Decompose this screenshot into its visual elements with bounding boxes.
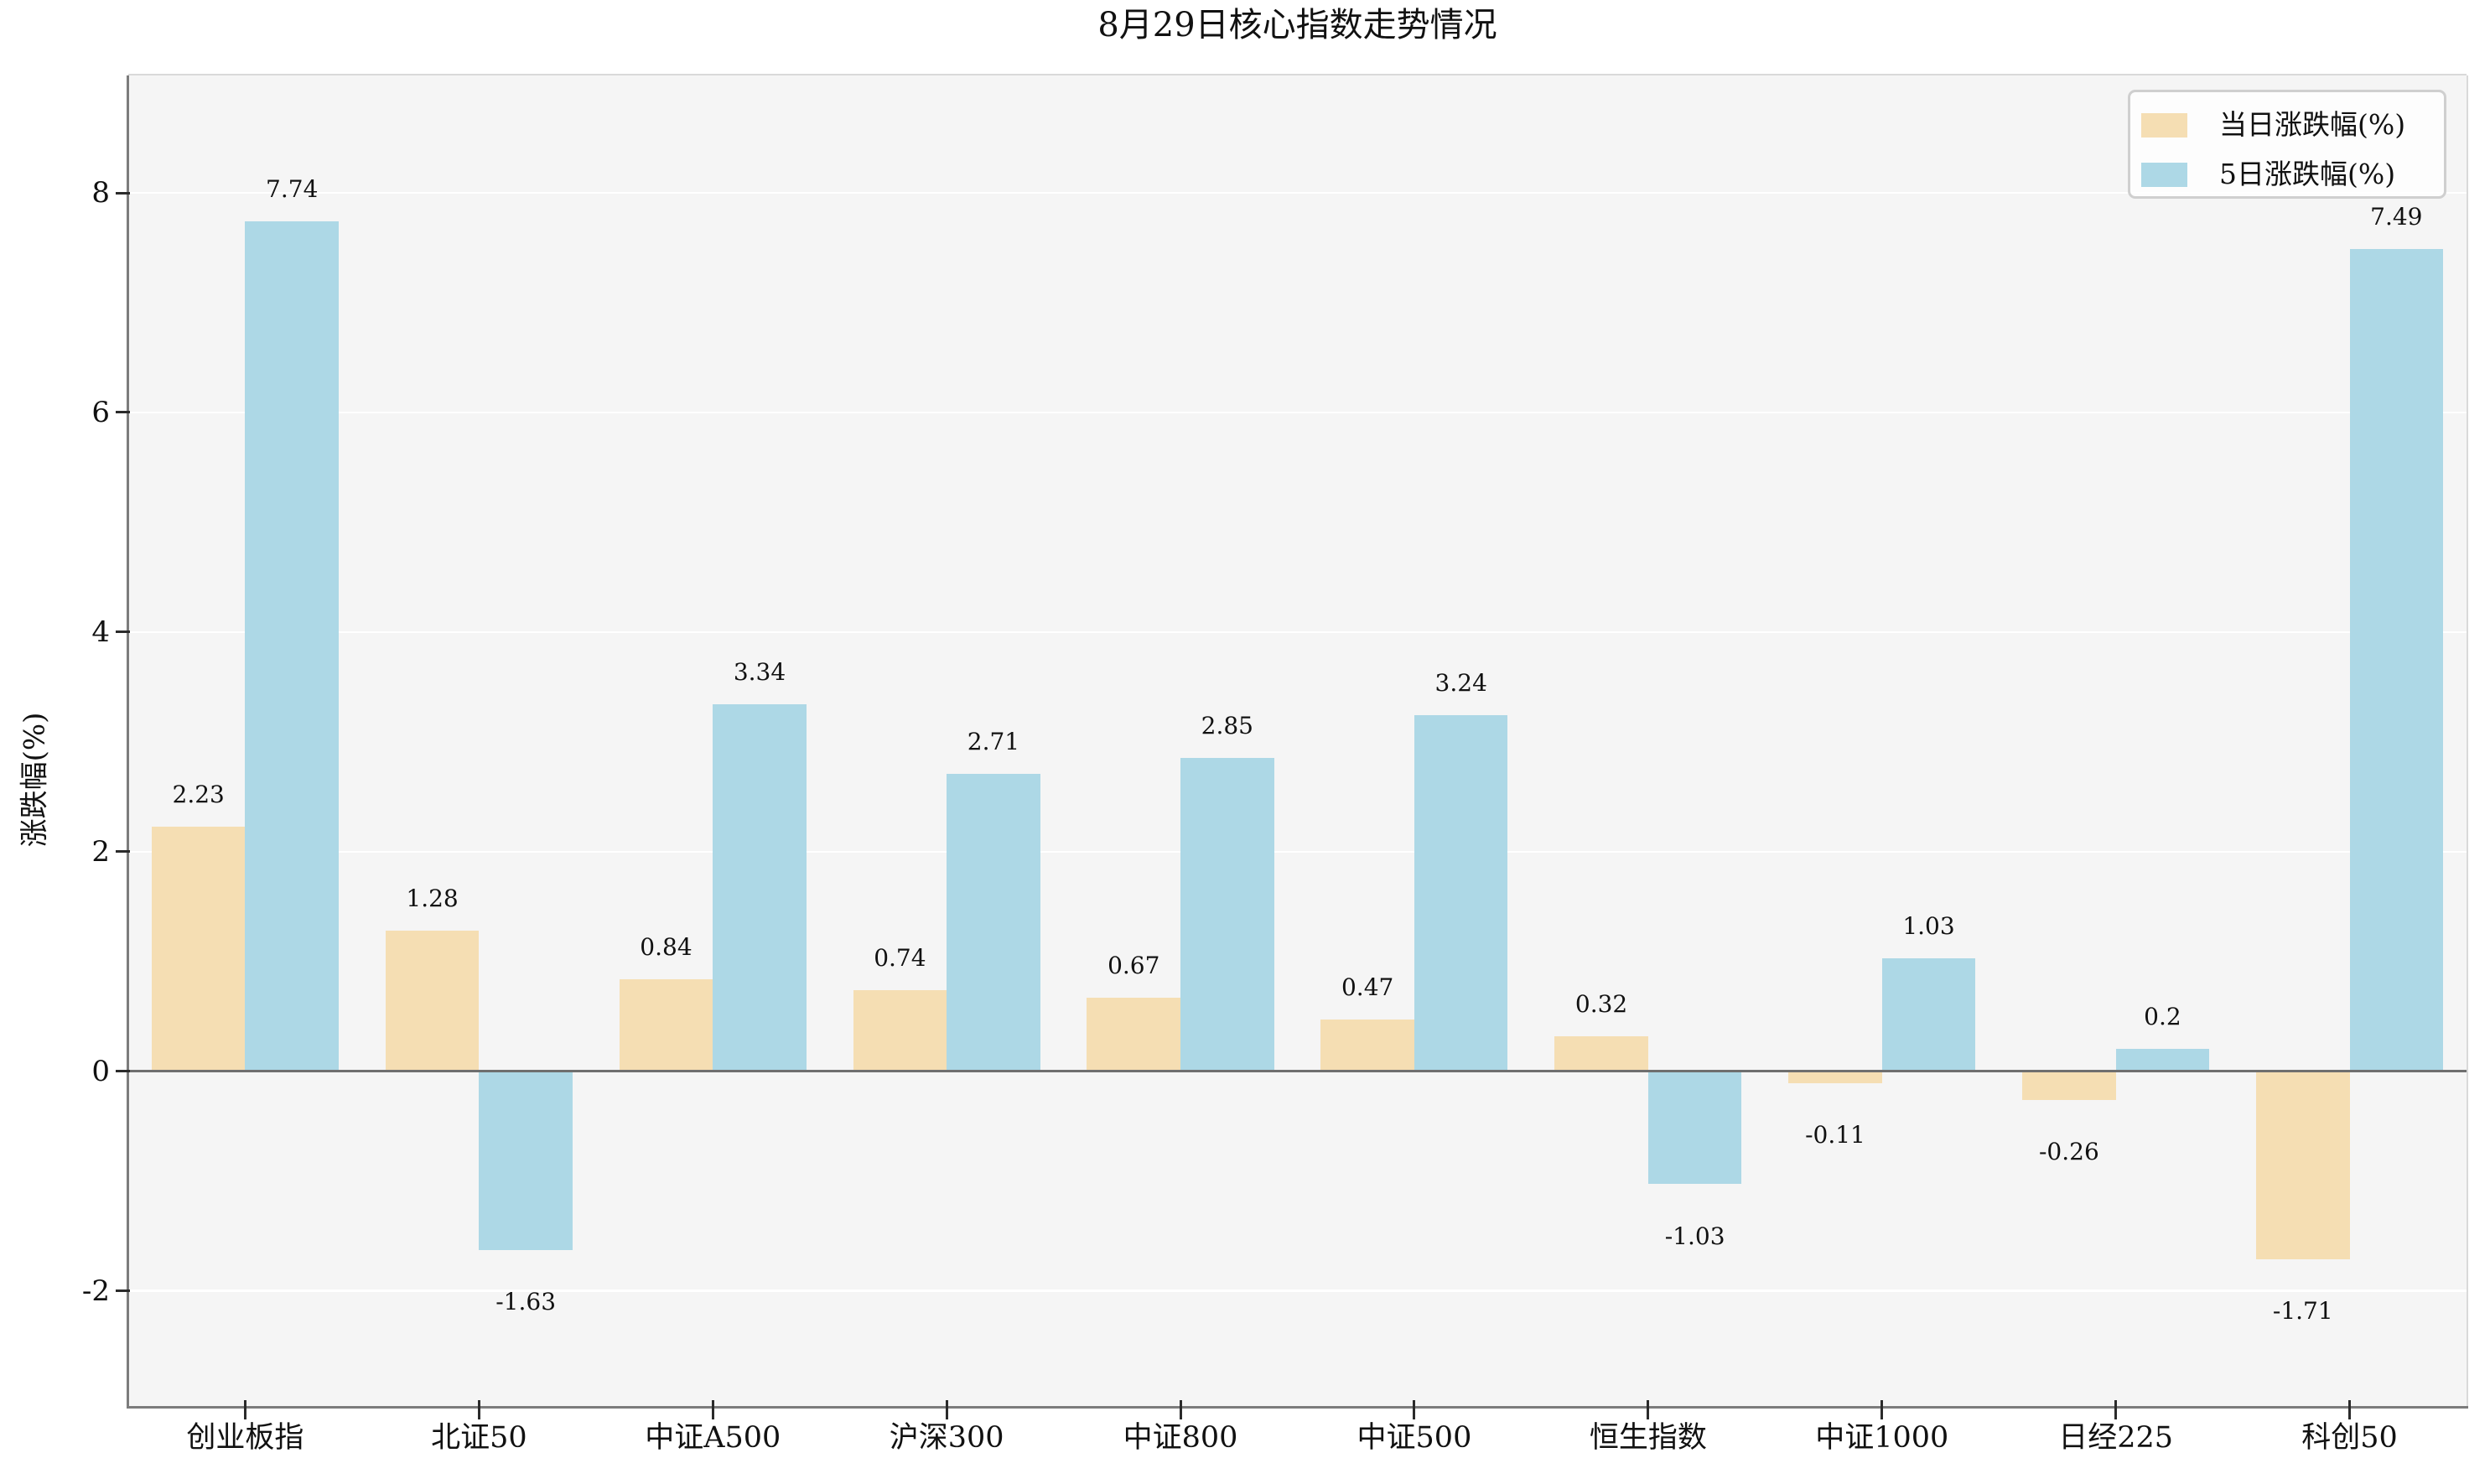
bar-value-label: 3.34 — [733, 658, 786, 687]
bar-daily-change — [1087, 997, 1181, 1071]
x-tick — [1647, 1400, 1650, 1419]
bar-daily-change — [385, 931, 480, 1071]
x-tick — [477, 1400, 480, 1419]
bar-5day-change — [479, 1071, 573, 1251]
legend-label-daily: 当日涨跌幅(%) — [2219, 108, 2406, 141]
gridline — [128, 411, 2467, 414]
y-tick — [116, 1289, 130, 1292]
x-tick — [1179, 1400, 1182, 1419]
bar-value-label: 0.47 — [1341, 973, 1394, 1002]
bar-value-label: -1.63 — [495, 1288, 557, 1316]
legend-swatch-daily — [2141, 112, 2187, 138]
x-tick-label: 沪深300 — [889, 1421, 1004, 1455]
plot-area: 2.23 1.28 0.84 0.74 0.67 0.47 0.32 -0.11 -0.26 -1… — [128, 75, 2467, 1406]
bar-value-label: 2.23 — [172, 780, 225, 808]
left-spine — [127, 75, 129, 1406]
y-tick-label: 6 — [91, 395, 110, 429]
bar-5day-change — [245, 221, 339, 1071]
bar-value-label: 0.2 — [2144, 1003, 2181, 1031]
x-tick-label: 中证500 — [1357, 1421, 1472, 1455]
chart-title: 8月29日核心指数走势情况 — [1097, 6, 1497, 44]
legend-swatch-5day — [2141, 162, 2187, 187]
legend-label-5day: 5日涨跌幅(%) — [2219, 158, 2396, 190]
gridline — [128, 850, 2467, 853]
x-tick-label: 创业板指 — [186, 1421, 304, 1455]
bar-5day-change — [1180, 758, 1274, 1071]
bar-value-label: 1.03 — [1902, 911, 1955, 940]
bar-value-label: 2.85 — [1201, 712, 1253, 740]
y-tick — [116, 850, 130, 854]
x-tick — [1880, 1400, 1884, 1419]
bar-value-label: 0.84 — [640, 932, 693, 961]
bar-daily-change — [2022, 1071, 2116, 1100]
bar-value-label: 0.67 — [1108, 951, 1160, 979]
gridline — [128, 191, 2467, 195]
bar-daily-change — [853, 989, 947, 1071]
bottom-spine — [127, 1406, 2468, 1409]
bar-value-label: 1.28 — [406, 885, 459, 913]
bar-5day-change — [1414, 715, 1508, 1071]
bar-value-label: 2.71 — [967, 727, 1020, 755]
bar-daily-change — [1320, 1020, 1414, 1071]
bar-daily-change — [1788, 1071, 1882, 1084]
x-tick-label: 恒生指数 — [1589, 1421, 1707, 1455]
zero-line — [128, 1070, 2467, 1073]
x-tick — [1413, 1400, 1416, 1419]
bar-value-label: -0.26 — [2038, 1137, 2099, 1165]
y-tick-label: 0 — [91, 1054, 110, 1088]
x-tick — [2348, 1400, 2352, 1419]
y-axis-label: 涨跌幅(%) — [18, 712, 52, 848]
bar-5day-change — [2115, 1049, 2210, 1071]
x-tick — [711, 1400, 714, 1419]
gridline — [128, 630, 2467, 634]
x-tick-label: 北证50 — [431, 1421, 527, 1455]
legend-item: 5日涨跌幅(%) — [2130, 149, 2444, 200]
legend: 当日涨跌幅(%) 5日涨跌幅(%) — [2128, 90, 2446, 199]
bar-value-label: 0.32 — [1574, 989, 1628, 1018]
x-tick — [243, 1400, 246, 1419]
top-spine — [128, 74, 2467, 75]
y-tick — [116, 411, 130, 414]
right-spine — [2467, 75, 2468, 1406]
bar-value-label: -1.71 — [2272, 1296, 2333, 1325]
y-tick — [116, 630, 130, 634]
bar-value-label: 0.74 — [874, 943, 926, 972]
bar-daily-change — [2255, 1071, 2350, 1259]
x-tick-label: 中证A500 — [645, 1421, 781, 1455]
x-tick — [945, 1400, 948, 1419]
y-tick-label: 8 — [91, 176, 110, 210]
y-tick — [116, 1070, 130, 1073]
bar-daily-change — [151, 826, 246, 1071]
bar-5day-change — [1881, 957, 1976, 1071]
bar-5day-change — [1647, 1071, 1742, 1185]
bar-value-label: -1.03 — [1664, 1222, 1725, 1250]
x-tick-label: 日经225 — [2058, 1421, 2174, 1455]
x-tick-label: 中证800 — [1123, 1421, 1238, 1455]
y-tick — [116, 191, 130, 195]
y-tick-label: -2 — [81, 1274, 110, 1308]
legend-item: 当日涨跌幅(%) — [2130, 100, 2444, 150]
bar-value-label: 3.24 — [1434, 669, 1487, 698]
gridline — [128, 1289, 2467, 1292]
bar-5day-change — [947, 773, 1040, 1071]
x-tick-label: 中证1000 — [1815, 1421, 1949, 1455]
x-tick — [2114, 1400, 2118, 1419]
x-tick-label: 科创50 — [2301, 1421, 2398, 1455]
bar-value-label: -0.11 — [1805, 1121, 1865, 1149]
bar-daily-change — [1554, 1035, 1648, 1071]
bar-value-label: 7.49 — [2370, 202, 2423, 231]
y-tick-label: 2 — [91, 834, 110, 869]
bar-5day-change — [713, 704, 807, 1071]
y-tick-label: 4 — [91, 615, 110, 649]
bar-daily-change — [619, 978, 713, 1071]
bar-5day-change — [2349, 248, 2444, 1071]
bar-value-label: 7.74 — [266, 175, 319, 204]
